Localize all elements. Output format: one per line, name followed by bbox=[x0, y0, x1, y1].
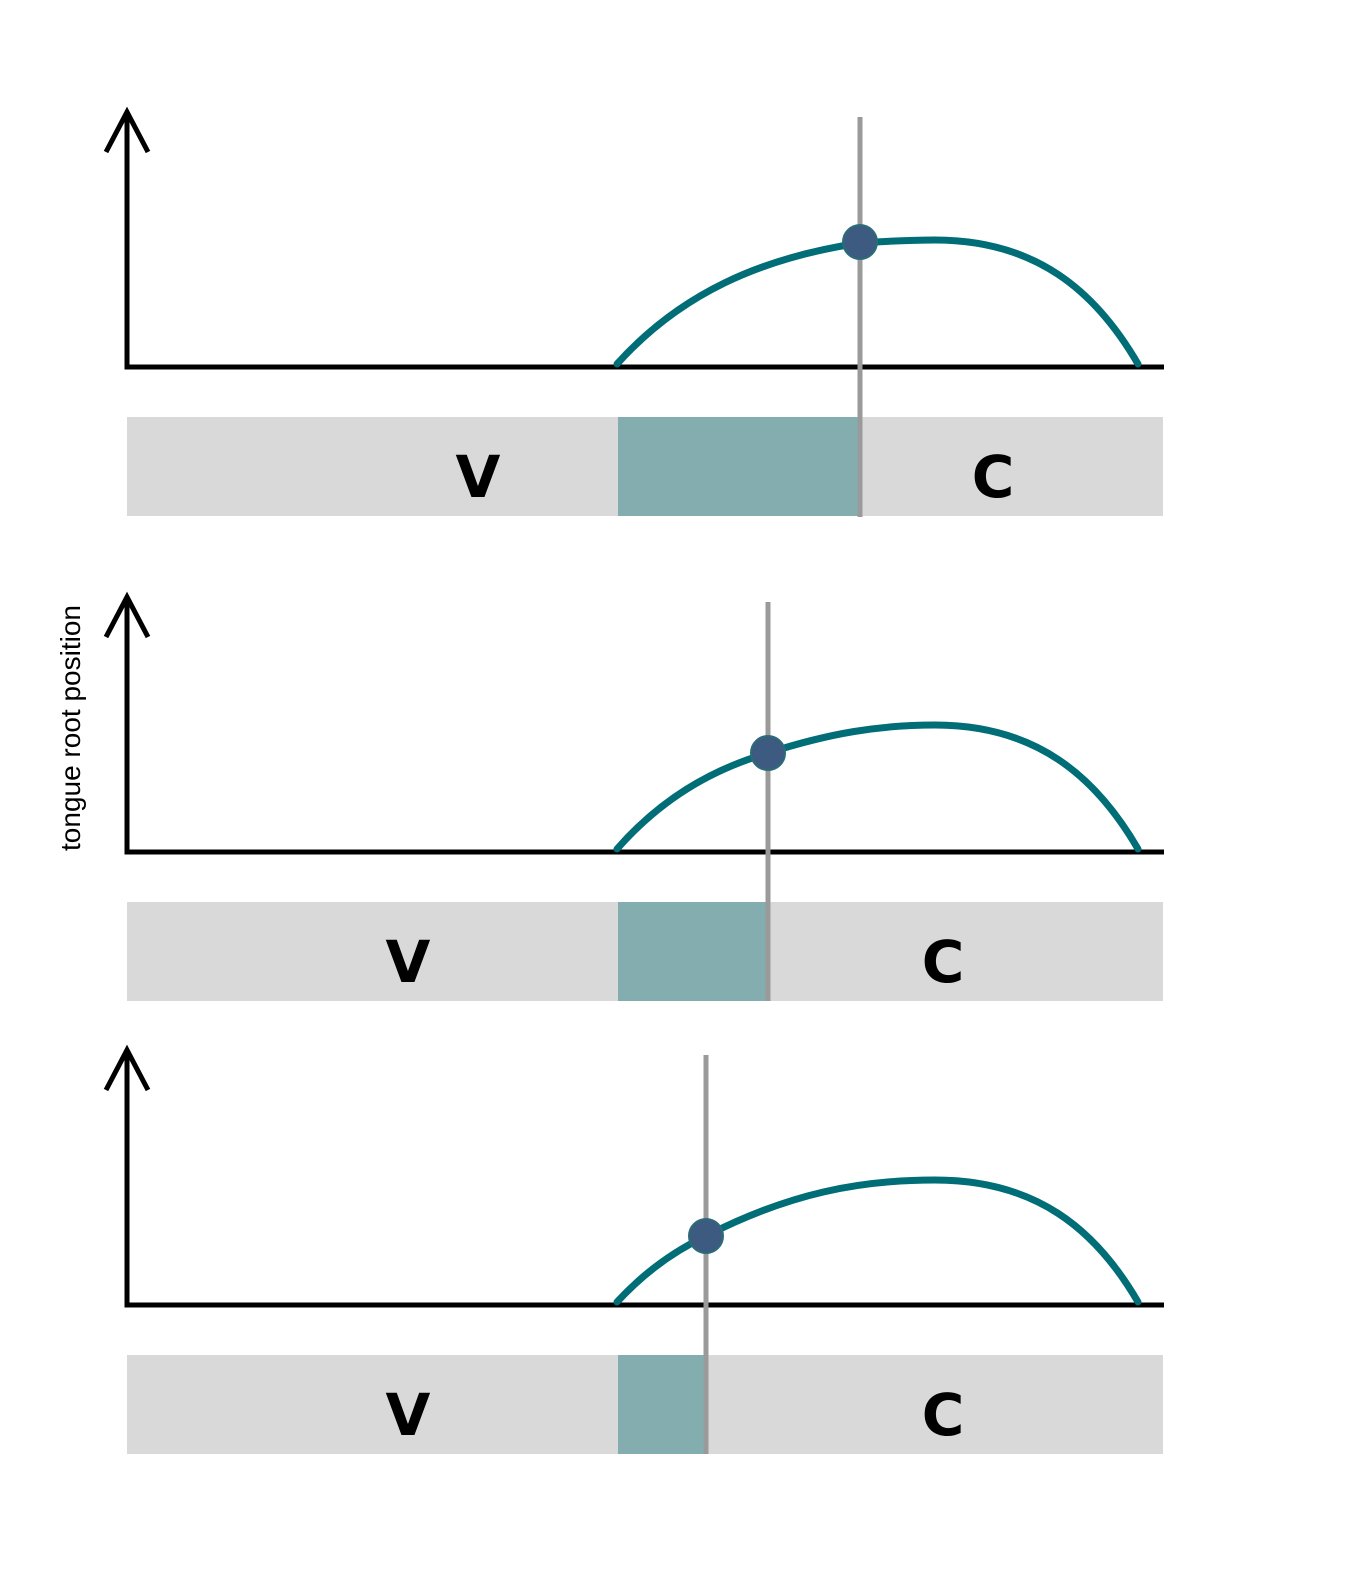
tongue-root-curve bbox=[613, 1176, 1142, 1306]
y-axis-arrowhead bbox=[103, 106, 151, 154]
overlap-region bbox=[618, 1355, 706, 1454]
overlap-region bbox=[618, 902, 768, 1001]
vowel-label: V bbox=[386, 1381, 431, 1449]
panel-3: V C bbox=[103, 1044, 1164, 1454]
consonant-label: C bbox=[922, 928, 965, 996]
overlap-region bbox=[618, 417, 860, 516]
axes bbox=[124, 112, 1164, 370]
panel-1: V C bbox=[103, 106, 1164, 517]
panel-2: V C bbox=[103, 591, 1164, 1001]
y-axis-arrowhead bbox=[103, 1044, 151, 1092]
y-axis-arrowhead bbox=[103, 591, 151, 639]
measurement-point bbox=[688, 1218, 724, 1254]
y-axis-label: tongue root position bbox=[55, 605, 86, 851]
tongue-root-curve bbox=[613, 721, 1142, 853]
vowel-label: V bbox=[456, 443, 501, 511]
vowel-label: V bbox=[386, 928, 431, 996]
tongue-root-curve bbox=[613, 236, 1142, 368]
measurement-point bbox=[842, 224, 878, 260]
axes bbox=[124, 1050, 1164, 1308]
axes bbox=[124, 597, 1164, 855]
consonant-label: C bbox=[922, 1381, 965, 1449]
consonant-label: C bbox=[972, 443, 1015, 511]
measurement-point bbox=[750, 735, 786, 771]
